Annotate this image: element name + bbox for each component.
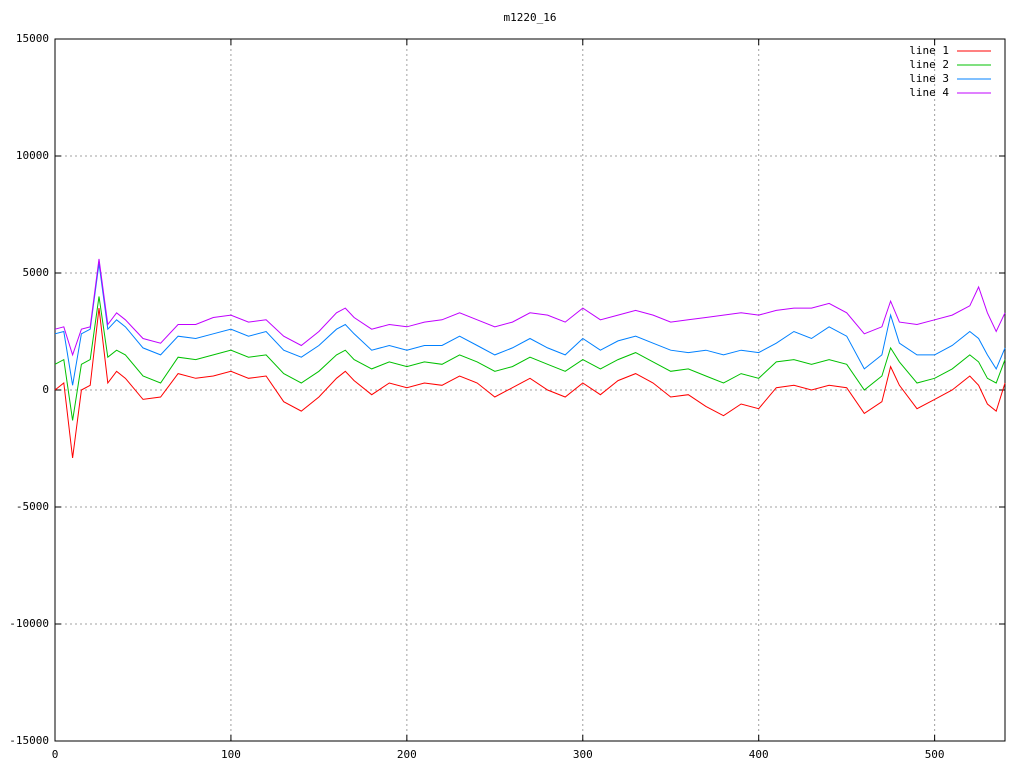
data-line xyxy=(54,296,1006,421)
data-line xyxy=(54,308,1006,458)
y-tick-label: -15000 xyxy=(9,734,49,747)
y-tick-label: 15000 xyxy=(16,32,49,45)
x-tick-label: 400 xyxy=(749,748,769,761)
x-tick-label: 200 xyxy=(397,748,417,761)
y-tick-label: 10000 xyxy=(16,149,49,162)
y-tick-label: 0 xyxy=(42,383,49,396)
legend-label: line 1 xyxy=(909,44,949,57)
x-tick-label: 100 xyxy=(221,748,241,761)
legend-label: line 3 xyxy=(909,72,949,85)
y-tick-label: 5000 xyxy=(23,266,50,279)
y-tick-label: -10000 xyxy=(9,617,49,630)
x-tick-label: 0 xyxy=(52,748,59,761)
data-line xyxy=(54,258,1006,357)
chart-title: m1220_16 xyxy=(504,11,557,24)
legend-label: line 2 xyxy=(909,58,949,71)
legend-label: line 4 xyxy=(909,86,949,99)
data-line xyxy=(54,263,1006,386)
y-tick-label: -5000 xyxy=(16,500,49,513)
x-tick-label: 300 xyxy=(573,748,593,761)
x-tick-label: 500 xyxy=(925,748,945,761)
